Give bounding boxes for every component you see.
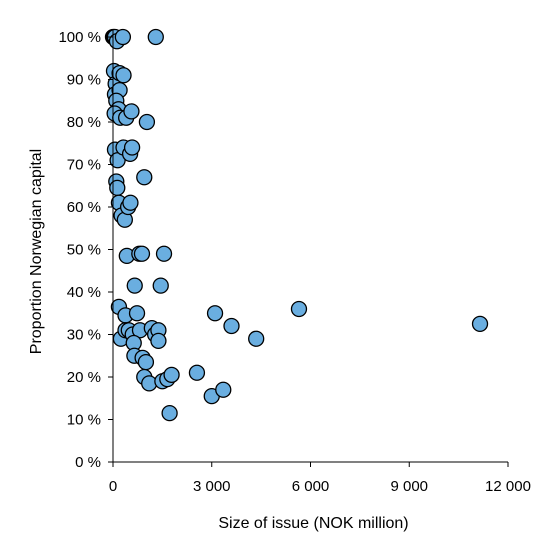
data-point bbox=[123, 103, 140, 120]
x-axis-title: Size of issue (NOK million) bbox=[218, 515, 408, 532]
y-tick-label: 60 % bbox=[67, 199, 101, 216]
data-point bbox=[128, 305, 146, 322]
y-axis-title: Proportion Norwegian capital bbox=[28, 149, 45, 354]
data-point bbox=[215, 381, 232, 398]
x-tick-label: 6 000 bbox=[292, 478, 330, 495]
data-point bbox=[123, 139, 141, 156]
data-point bbox=[471, 315, 489, 333]
y-tick-label: 40 % bbox=[67, 284, 101, 301]
x-axis-ticks: 0 3 000 6 000 9 000 12 000 bbox=[109, 462, 531, 495]
data-point bbox=[122, 194, 139, 211]
y-tick-label: 30 % bbox=[67, 327, 101, 344]
y-tick-label: 70 % bbox=[67, 157, 101, 174]
data-point bbox=[290, 300, 308, 318]
data-point bbox=[155, 245, 173, 262]
data-point bbox=[137, 353, 155, 371]
y-tick-label: 0 % bbox=[75, 454, 101, 471]
y-tick-label: 20 % bbox=[67, 369, 101, 386]
x-tick-label: 3 000 bbox=[193, 478, 231, 495]
data-point bbox=[136, 169, 153, 186]
data-point bbox=[147, 28, 164, 46]
data-point bbox=[141, 375, 158, 392]
data-point bbox=[248, 330, 265, 347]
y-axis-ticks: 0 % 10 % 20 % 30 % 40 % 50 % 60 % 70 % 80 % 90 % 1… bbox=[58, 29, 113, 471]
y-tick-label: 100 % bbox=[58, 29, 101, 46]
data-point bbox=[109, 179, 126, 197]
y-tick-label: 90 % bbox=[67, 72, 101, 89]
data-point bbox=[115, 67, 132, 84]
points-layer bbox=[104, 28, 489, 422]
data-point bbox=[114, 28, 132, 46]
x-tick-label: 9 000 bbox=[390, 478, 428, 495]
y-tick-label: 50 % bbox=[67, 242, 101, 259]
data-point bbox=[138, 113, 156, 131]
data-point bbox=[188, 364, 206, 381]
x-tick-label: 0 bbox=[109, 478, 117, 495]
data-point bbox=[152, 277, 169, 294]
data-point bbox=[206, 305, 224, 322]
data-point bbox=[161, 404, 178, 422]
y-tick-label: 10 % bbox=[67, 412, 101, 429]
data-point bbox=[133, 245, 151, 262]
x-tick-label: 12 000 bbox=[485, 478, 531, 495]
data-point bbox=[126, 277, 143, 294]
data-point bbox=[163, 366, 180, 384]
y-tick-label: 80 % bbox=[67, 114, 101, 131]
data-point bbox=[150, 332, 167, 350]
data-point bbox=[223, 317, 240, 335]
